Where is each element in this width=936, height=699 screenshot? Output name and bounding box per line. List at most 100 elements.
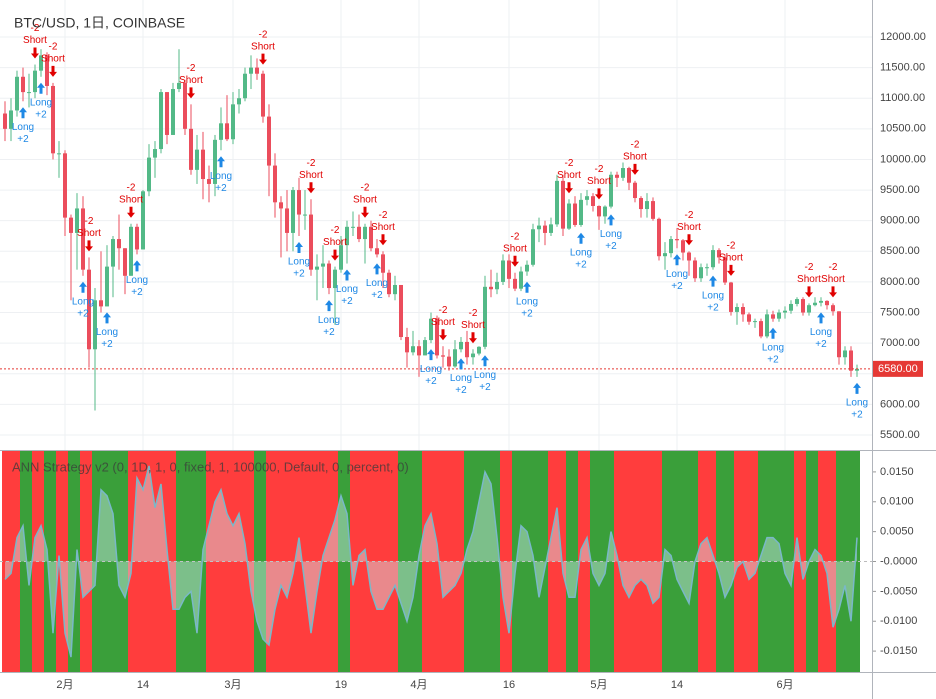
short-arrow xyxy=(630,163,639,175)
candle-body xyxy=(356,226,361,240)
candle-body xyxy=(416,346,421,356)
long-qty: +2 xyxy=(293,269,305,280)
candle-body xyxy=(380,254,385,273)
last-price-box xyxy=(873,360,923,377)
long-arrow xyxy=(78,281,87,293)
candle-body xyxy=(236,98,241,105)
candle-body xyxy=(338,245,343,270)
candle-body xyxy=(14,76,19,111)
candle-body xyxy=(686,252,691,261)
long-qty: +2 xyxy=(131,287,143,298)
long-arrow xyxy=(18,107,27,119)
short-arrow xyxy=(126,206,135,218)
candle-body xyxy=(170,89,175,135)
short-arrow xyxy=(829,286,837,298)
candle-body xyxy=(386,272,391,295)
candle-body xyxy=(831,305,835,312)
candle-body xyxy=(44,55,49,86)
long-label: Long xyxy=(210,171,232,182)
candle-body xyxy=(434,318,439,356)
candle-body xyxy=(795,299,799,304)
candle-body xyxy=(224,123,229,140)
candle-body xyxy=(614,174,619,178)
candle-body xyxy=(572,203,577,225)
candle-body xyxy=(638,198,643,210)
long-arrow xyxy=(132,260,141,272)
short-label: Short xyxy=(251,41,275,52)
candle-body xyxy=(296,190,301,215)
candle-body xyxy=(584,196,589,200)
candle-body xyxy=(284,208,289,233)
candle-body xyxy=(771,314,775,319)
long-qty: +2 xyxy=(323,327,335,338)
short-arrow xyxy=(468,332,477,344)
y-tick-label: 9500.00 xyxy=(880,184,920,196)
short-arrow xyxy=(360,206,369,218)
long-label: Long xyxy=(96,327,118,338)
candle-body xyxy=(560,180,565,229)
long-qty: +2 xyxy=(575,259,587,270)
y-tick-label: 0.0050 xyxy=(880,526,914,538)
candle-body xyxy=(500,260,505,282)
long-qty: +2 xyxy=(35,109,47,120)
candle-body xyxy=(662,253,667,257)
y-tick-label: -0.0150 xyxy=(880,645,917,657)
candle-body xyxy=(320,263,325,267)
candle-body xyxy=(266,116,271,166)
y-tick-label: 9000.00 xyxy=(880,215,920,227)
candle-body xyxy=(446,356,451,367)
short-qty: -2 xyxy=(31,23,40,34)
candle-body xyxy=(326,263,331,289)
candle-body xyxy=(578,199,583,225)
candle-body xyxy=(692,260,697,279)
candle-body xyxy=(488,286,493,290)
candle-body xyxy=(50,85,55,154)
short-qty: -2 xyxy=(85,216,94,227)
long-qty: +2 xyxy=(371,290,383,301)
long-label: Long xyxy=(336,284,358,295)
candle-body xyxy=(608,174,613,207)
chart-title: BTC/USD, 1日, COINBASE xyxy=(14,15,185,31)
short-qty: -2 xyxy=(187,63,196,74)
y-tick-label: 7000.00 xyxy=(880,337,920,349)
long-label: Long xyxy=(126,275,148,286)
y-tick-label: -0.0050 xyxy=(880,585,917,597)
candle-body xyxy=(458,341,463,350)
indicator-title: ANN Strategy v2 (0, 1D, 1, 0, fixed, 1, … xyxy=(12,459,409,474)
short-label: Short xyxy=(503,243,527,254)
candle-body xyxy=(668,239,673,254)
long-label: Long xyxy=(72,296,94,307)
short-label: Short xyxy=(719,253,743,264)
long-label: Long xyxy=(318,315,340,326)
short-label: Short xyxy=(179,75,203,86)
short-qty: -2 xyxy=(469,308,478,319)
short-qty: -2 xyxy=(259,29,268,40)
candle-body xyxy=(362,226,367,240)
candle-body xyxy=(698,267,703,279)
long-arrow xyxy=(853,382,861,394)
short-arrow xyxy=(378,234,387,246)
short-arrow xyxy=(594,188,603,200)
candle-body xyxy=(176,82,181,90)
candle-body xyxy=(728,282,733,312)
candle-body xyxy=(819,300,823,303)
long-qty: +2 xyxy=(815,339,827,350)
short-arrow xyxy=(306,182,315,194)
candle-body xyxy=(741,307,745,315)
candle-body xyxy=(843,350,847,358)
short-label: Short xyxy=(323,237,347,248)
long-arrow xyxy=(36,82,45,94)
short-arrow xyxy=(684,234,693,246)
y-tick-label: 11000.00 xyxy=(880,92,925,104)
candle-body xyxy=(242,73,247,99)
candle-body xyxy=(212,139,217,184)
candle-body xyxy=(753,321,757,323)
short-label: Short xyxy=(587,176,611,187)
candle-body xyxy=(777,312,781,319)
candle-body xyxy=(218,123,223,140)
candle-body xyxy=(789,303,793,311)
short-qty: -2 xyxy=(439,305,448,316)
candle-body xyxy=(122,248,127,276)
